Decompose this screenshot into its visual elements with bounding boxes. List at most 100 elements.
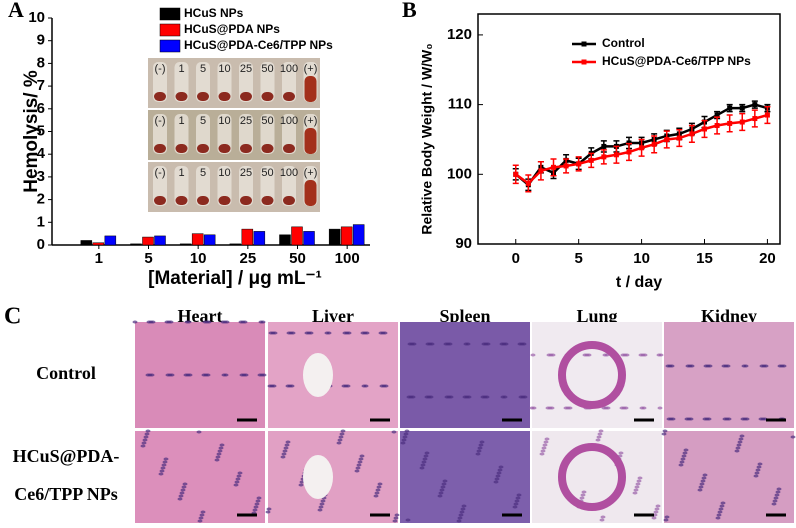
nucleus: [183, 373, 189, 377]
marker: [689, 131, 695, 137]
nucleus: [141, 441, 147, 445]
nucleus: [214, 458, 220, 462]
tube: [260, 114, 275, 154]
nucleus: [442, 479, 448, 483]
marker: [739, 119, 745, 125]
nucleus: [304, 331, 310, 335]
inset-label: 100: [280, 115, 298, 127]
nucleus: [597, 432, 603, 436]
nucleus: [542, 443, 548, 447]
nucleus: [661, 432, 667, 436]
bar: [279, 234, 291, 246]
nucleus: [497, 468, 503, 472]
y-tick-label: 6: [37, 100, 45, 117]
nucleus: [132, 320, 138, 324]
nucleus: [252, 508, 258, 512]
nucleus: [178, 494, 184, 498]
x-tick-label: 50: [289, 250, 306, 267]
tube-blood: [154, 144, 166, 153]
y-tick-label: 4: [37, 145, 46, 162]
nucleus: [481, 342, 487, 346]
nucleus: [285, 440, 291, 444]
nucleus: [283, 446, 289, 450]
nucleus: [179, 491, 185, 495]
marker: [739, 105, 745, 111]
nucleus: [477, 446, 483, 450]
bar: [130, 243, 142, 246]
row-label: Control: [36, 363, 96, 383]
nucleus: [741, 364, 747, 368]
tube: [282, 166, 296, 206]
column-header: Spleen: [439, 306, 490, 326]
marker: [551, 164, 556, 170]
nucleus: [394, 513, 400, 517]
nucleus: [736, 443, 742, 447]
y-tick-label: 90: [455, 235, 472, 252]
nucleus: [662, 429, 668, 433]
nucleus: [336, 441, 342, 445]
inset-label: 50: [261, 115, 273, 127]
nucleus: [493, 480, 499, 484]
bar: [104, 235, 117, 246]
bar: [154, 235, 166, 246]
panel-label: B: [402, 0, 417, 22]
nucleus: [406, 395, 412, 399]
tube-blood: [304, 76, 317, 102]
nucleus: [759, 364, 765, 368]
marker: [676, 135, 682, 141]
row-label: Ce6/TPP NPs: [14, 484, 118, 504]
x-tick-label: 100: [335, 250, 360, 267]
bar: [179, 243, 192, 246]
nucleus: [579, 496, 585, 500]
nucleus: [657, 406, 663, 410]
tube-blood: [261, 196, 274, 205]
y-tick-label: 0: [37, 236, 45, 253]
nucleus: [721, 364, 727, 368]
nucleus: [596, 435, 602, 439]
nucleus: [165, 373, 171, 377]
nucleus: [440, 485, 446, 489]
nucleus: [719, 504, 725, 508]
nucleus: [702, 417, 708, 421]
nucleus: [773, 496, 779, 500]
bar: [229, 243, 242, 246]
inset-label: 10: [218, 115, 230, 127]
nucleus: [678, 463, 684, 467]
nucleus: [679, 460, 685, 464]
nucleus: [563, 406, 569, 410]
bar: [253, 231, 266, 246]
nucleus: [267, 384, 273, 388]
nucleus: [598, 429, 604, 433]
nucleus: [581, 490, 587, 494]
inset-label: 25: [240, 115, 252, 127]
nucleus: [516, 493, 522, 497]
tube-blood: [283, 92, 295, 101]
legend-label: HCuS NPs: [184, 6, 244, 20]
nucleus: [200, 510, 206, 514]
tube-blood: [218, 92, 231, 101]
nucleus: [665, 364, 671, 368]
nucleus: [544, 437, 550, 441]
nucleus: [285, 384, 291, 388]
panel-label: A: [8, 0, 24, 22]
nucleus: [518, 395, 524, 399]
nucleus: [540, 449, 546, 453]
airway: [558, 341, 626, 409]
nucleus: [140, 444, 146, 448]
nucleus: [514, 499, 520, 503]
nucleus: [375, 488, 381, 492]
nucleus: [737, 440, 743, 444]
tube: [217, 62, 232, 102]
nucleus: [338, 435, 344, 439]
nucleus: [181, 485, 187, 489]
marker: [639, 145, 645, 151]
marker: [714, 123, 720, 129]
nucleus: [437, 494, 443, 498]
y-tick-label: 10: [28, 9, 45, 26]
y-tick-label: 9: [37, 32, 45, 49]
nucleus: [545, 406, 551, 410]
marker: [563, 163, 569, 169]
nucleus: [443, 342, 449, 346]
nucleus: [177, 497, 183, 501]
tube: [217, 114, 232, 154]
